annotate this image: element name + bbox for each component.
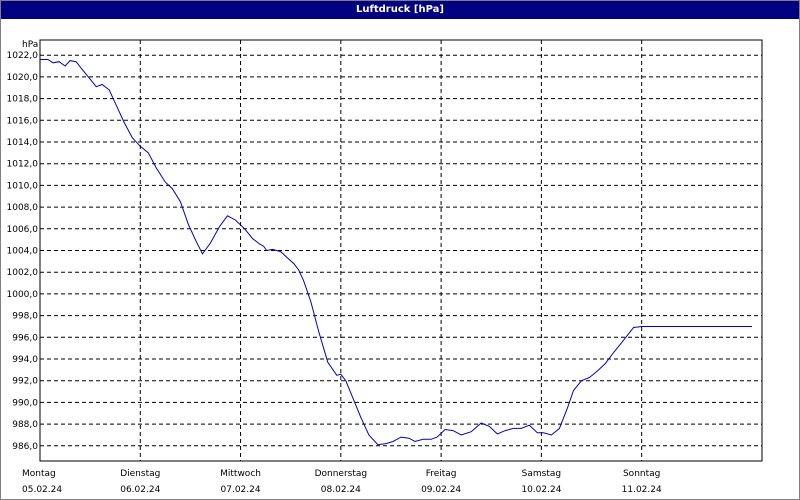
grid-lines — [40, 40, 762, 461]
x-tick-date-label: 10.02.24 — [521, 485, 561, 495]
y-tick-label: 986,0 — [12, 442, 38, 452]
x-tick-date-label: 09.02.24 — [421, 485, 461, 495]
y-tick-label: 990,0 — [12, 398, 38, 408]
x-axis: Montag 05.02.24 Dienstag 06.02.24 Mittwoch 07… — [22, 469, 662, 495]
x-tick-day-label: Donnerstag — [315, 469, 368, 479]
y-tick-label: 1006,0 — [7, 225, 39, 235]
x-tick-day-label: Dienstag — [120, 469, 160, 479]
y-tick-label: 1010,0 — [7, 181, 39, 191]
y-tick-label: 1002,0 — [7, 268, 39, 278]
y-tick-label: 1014,0 — [7, 138, 39, 148]
x-tick-date-label: 08.02.24 — [321, 485, 361, 495]
chart-title: Luftdruck [hPa] — [1, 1, 799, 19]
y-tick-label: 1016,0 — [7, 116, 39, 126]
x-tick-day-label: Mittwoch — [220, 469, 261, 479]
y-tick-label: 992,0 — [12, 377, 38, 387]
y-tick-label: 1004,0 — [7, 247, 39, 257]
y-axis-label: hPa — [22, 40, 38, 50]
x-tick-date-label: 05.02.24 — [22, 485, 62, 495]
y-axis: 986,0 988,0 990,0 992,0 994,0 996,0 998,0 1000,… — [7, 51, 39, 452]
x-tick-day-label: Montag — [22, 469, 56, 479]
y-tick-label: 1020,0 — [7, 73, 39, 83]
y-tick-label: 998,0 — [12, 312, 38, 322]
x-tick-date-label: 07.02.24 — [221, 485, 261, 495]
y-tick-label: 994,0 — [12, 355, 38, 365]
x-tick-day-label: Freitag — [426, 469, 457, 479]
x-tick-day-label: Samstag — [522, 469, 561, 479]
series-line — [40, 59, 752, 446]
x-tick-day-label: Sonntag — [623, 469, 660, 479]
y-tick-label: 1000,0 — [7, 290, 39, 300]
y-tick-label: 1008,0 — [7, 203, 39, 213]
y-tick-label: 1022,0 — [7, 51, 39, 61]
y-tick-label: 996,0 — [12, 333, 38, 343]
y-tick-label: 1012,0 — [7, 160, 39, 170]
y-tick-label: 988,0 — [12, 420, 38, 430]
x-tick-date-label: 11.02.24 — [622, 485, 662, 495]
y-tick-label: 1018,0 — [7, 95, 39, 105]
x-tick-date-label: 06.02.24 — [120, 485, 160, 495]
